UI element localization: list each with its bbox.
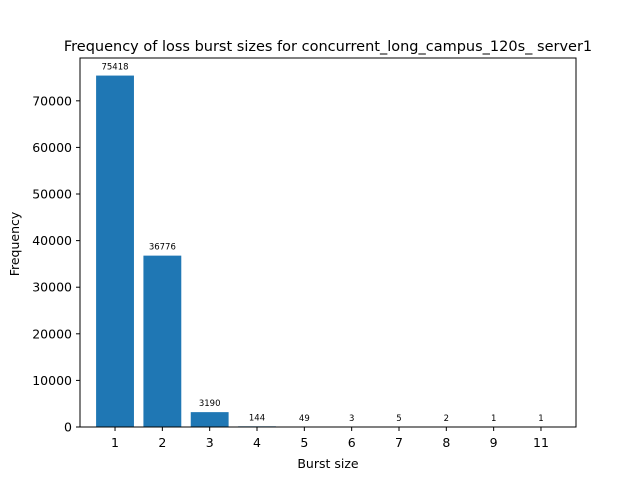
- y-tick-label-50000: 50000: [32, 187, 72, 202]
- x-tick-label-1: 1: [111, 435, 119, 450]
- data-label-6: 3: [349, 414, 354, 424]
- y-tick-label-40000: 40000: [32, 233, 72, 248]
- data-label-1: 75418: [101, 63, 128, 73]
- y-tick-label-0: 0: [64, 420, 72, 435]
- x-tick-label-5: 5: [300, 435, 308, 450]
- data-label-5: 49: [299, 414, 310, 424]
- y-axis-ticks: 0 10000 20000 30000 40000 50000 60000 70000: [32, 93, 80, 435]
- plot-frame: [79, 57, 577, 428]
- data-label-4: 144: [249, 413, 265, 423]
- x-tick-label-7: 7: [395, 435, 403, 450]
- x-tick-label-4: 4: [253, 435, 261, 450]
- bar-3: [190, 412, 229, 427]
- x-tick-label-6: 6: [348, 435, 356, 450]
- x-tick-label-3: 3: [206, 435, 214, 450]
- data-label-7: 5: [396, 414, 401, 424]
- bar-1: [96, 75, 134, 427]
- x-tick-label-11: 11: [533, 435, 549, 450]
- data-label-3: 3190: [199, 399, 221, 409]
- chart-title: Frequency of loss burst sizes for concur…: [64, 39, 592, 55]
- y-axis-label: Frequency: [7, 211, 22, 276]
- data-label-8: 2: [444, 414, 449, 424]
- y-tick-label-70000: 70000: [32, 93, 72, 108]
- data-label-11: 1: [538, 414, 543, 424]
- y-tick-label-30000: 30000: [32, 280, 72, 295]
- y-tick-label-10000: 10000: [32, 373, 72, 388]
- x-axis-label: Burst size: [297, 456, 359, 471]
- x-axis-ticks: 1 2 3 4 5 6 7 8 9 11: [111, 427, 549, 450]
- data-labels-group: 75418 36776 3190 144 49 3 5 2 1 1: [101, 63, 543, 424]
- data-label-2: 36776: [149, 243, 176, 253]
- y-tick-label-20000: 20000: [32, 326, 72, 341]
- y-tick-label-60000: 60000: [32, 140, 72, 155]
- x-tick-label-2: 2: [158, 435, 166, 450]
- bars-group: [96, 75, 560, 427]
- data-label-9: 1: [491, 414, 496, 424]
- x-tick-label-9: 9: [490, 435, 498, 450]
- bar-2: [143, 255, 182, 427]
- x-tick-label-8: 8: [442, 435, 450, 450]
